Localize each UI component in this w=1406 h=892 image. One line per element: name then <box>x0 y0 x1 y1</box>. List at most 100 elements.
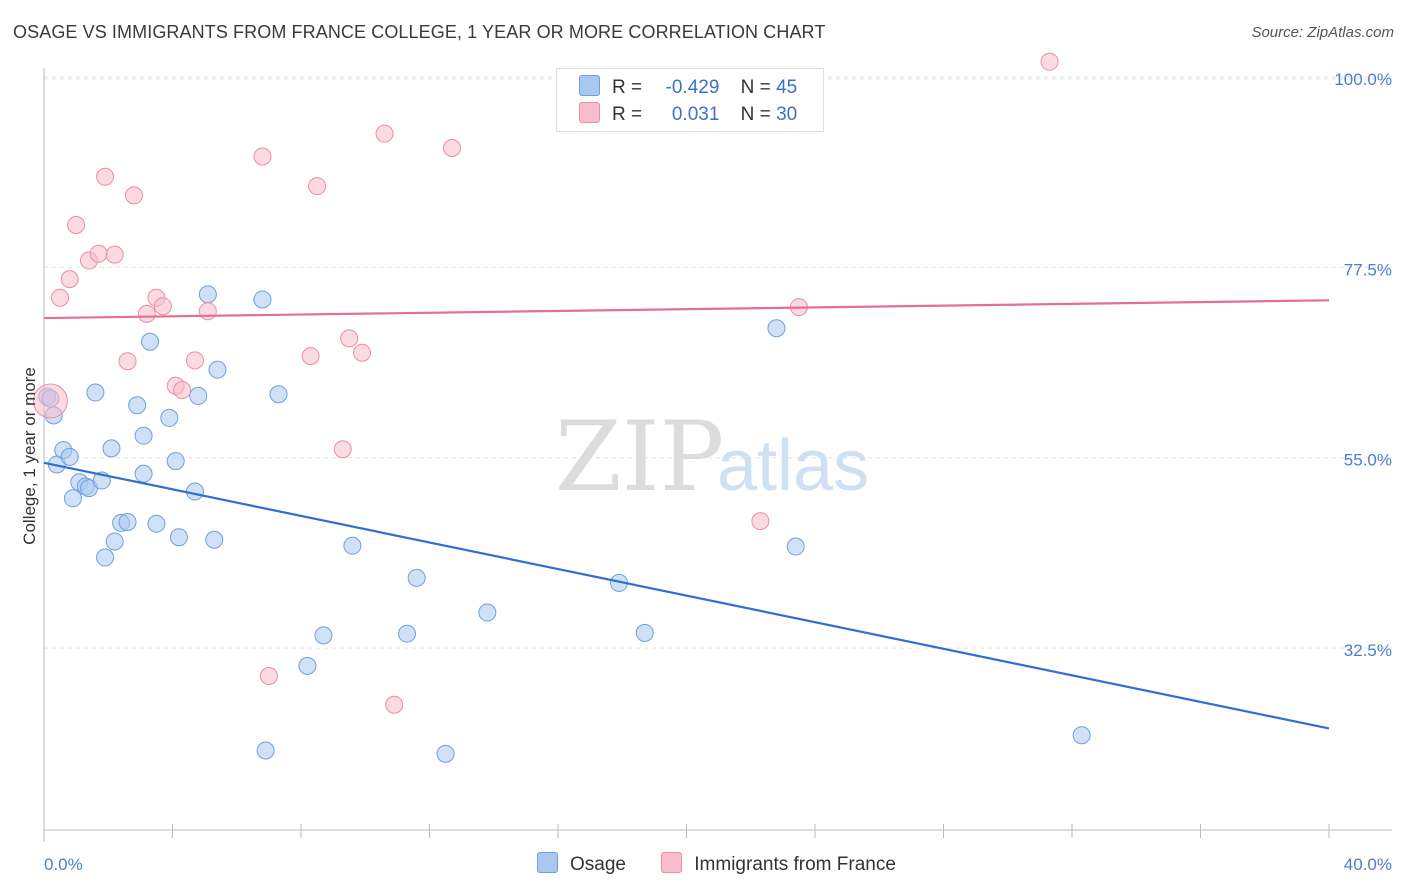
axes <box>43 68 1392 842</box>
france-legend-icon <box>661 852 683 873</box>
france-point <box>173 381 192 399</box>
osage-point <box>198 285 217 304</box>
france-point <box>105 245 124 264</box>
watermark-atlas: atlas <box>717 426 869 506</box>
correlation-legend: R = -0.429 N = 45 R = 0.031 N = 30 <box>556 68 824 132</box>
osage-point <box>105 532 124 551</box>
osage-point <box>436 744 455 763</box>
legend-label-osage: Osage <box>570 854 626 875</box>
n-label: N = <box>740 104 771 125</box>
watermark-zip: ZIP <box>555 401 724 513</box>
y-tick-label: 77.5% <box>1344 260 1392 279</box>
chart-title: OSAGE VS IMMIGRANTS FROM FRANCE COLLEGE,… <box>13 22 826 42</box>
legend-row-france: R = 0.031 N = 30 <box>579 102 797 126</box>
osage-trend-line <box>43 461 1330 730</box>
osage-swatch-icon <box>579 75 600 96</box>
osage-point <box>635 623 654 642</box>
series-legend: Osage Immigrants from France <box>537 852 926 876</box>
france-point <box>51 288 70 307</box>
legend-label-france: Immigrants from France <box>694 854 896 875</box>
osage-point <box>298 656 317 675</box>
osage-point <box>141 332 160 351</box>
france-point <box>32 383 68 419</box>
france-point <box>442 139 461 157</box>
r-value-osage: -0.429 <box>665 77 720 98</box>
osage-point <box>160 408 179 427</box>
y-tick-label: 32.5% <box>1344 641 1392 660</box>
grid-lines <box>44 76 1392 649</box>
france-point <box>67 216 86 234</box>
r-label: R = <box>612 104 643 125</box>
r-value-france: 0.031 <box>671 104 720 125</box>
france-point <box>118 352 137 371</box>
osage-point <box>147 514 166 533</box>
osage-point <box>102 439 121 458</box>
france-point <box>185 351 204 370</box>
france-point <box>375 124 394 143</box>
france-swatch-icon <box>579 102 600 123</box>
osage-legend-icon <box>537 852 558 873</box>
osage-point <box>786 537 805 556</box>
osage-point <box>166 452 185 471</box>
france-point <box>751 512 770 531</box>
france-point <box>385 695 404 714</box>
osage-point <box>86 383 105 402</box>
osage-point <box>208 360 227 379</box>
n-label: N = <box>740 77 771 98</box>
osage-point <box>96 548 115 567</box>
trend-lines <box>43 299 1330 730</box>
osage-point <box>185 482 204 501</box>
france-point <box>137 304 156 323</box>
france-point <box>259 667 278 685</box>
osage-point <box>118 513 137 531</box>
france-point <box>301 347 320 366</box>
france-point <box>333 440 352 459</box>
osage-point <box>189 386 208 405</box>
osage-point <box>253 290 272 309</box>
series-france <box>32 52 1059 714</box>
osage-point <box>407 568 426 587</box>
x-tick-label: 0.0% <box>44 855 83 874</box>
france-point <box>1040 52 1059 71</box>
watermark: ZIP atlas <box>555 401 869 513</box>
osage-point <box>1072 726 1091 745</box>
france-point <box>89 244 108 263</box>
france-point <box>340 329 359 348</box>
osage-point <box>134 426 153 445</box>
tick-labels: 100.0% 77.5% 55.0% 32.5% 0.0% 40.0% <box>44 70 1392 874</box>
france-point <box>96 167 115 186</box>
osage-point <box>343 536 362 555</box>
legend-row-osage: R = -0.429 N = 45 <box>579 75 797 99</box>
osage-point <box>60 447 79 466</box>
osage-point <box>63 489 82 508</box>
france-point <box>153 297 172 316</box>
source-label: Source: ZipAtlas.com <box>1251 24 1394 41</box>
osage-point <box>134 464 153 483</box>
y-tick-label: 55.0% <box>1344 451 1392 470</box>
osage-point <box>205 530 224 549</box>
france-point <box>198 302 217 321</box>
legend-item-osage: Osage <box>537 852 626 876</box>
r-label: R = <box>612 77 643 98</box>
data-points <box>32 52 1091 763</box>
france-point <box>353 343 372 362</box>
osage-point <box>256 741 275 760</box>
france-point <box>124 186 143 205</box>
france-point <box>60 270 79 289</box>
osage-point <box>478 603 497 622</box>
france-point <box>308 177 327 196</box>
france-trend-line <box>43 299 1330 320</box>
x-tick-label: 40.0% <box>1344 855 1392 874</box>
n-value-france: 30 <box>776 104 798 125</box>
y-axis-label: College, 1 year or more <box>20 367 39 545</box>
osage-point <box>767 319 786 338</box>
n-value-osage: 45 <box>776 77 798 98</box>
france-point <box>253 147 272 166</box>
osage-point <box>398 624 417 643</box>
legend-item-france: Immigrants from France <box>661 852 896 876</box>
osage-point <box>269 385 288 404</box>
y-tick-label: 100.0% <box>1334 70 1392 89</box>
osage-point <box>128 396 147 415</box>
osage-point <box>314 626 333 645</box>
